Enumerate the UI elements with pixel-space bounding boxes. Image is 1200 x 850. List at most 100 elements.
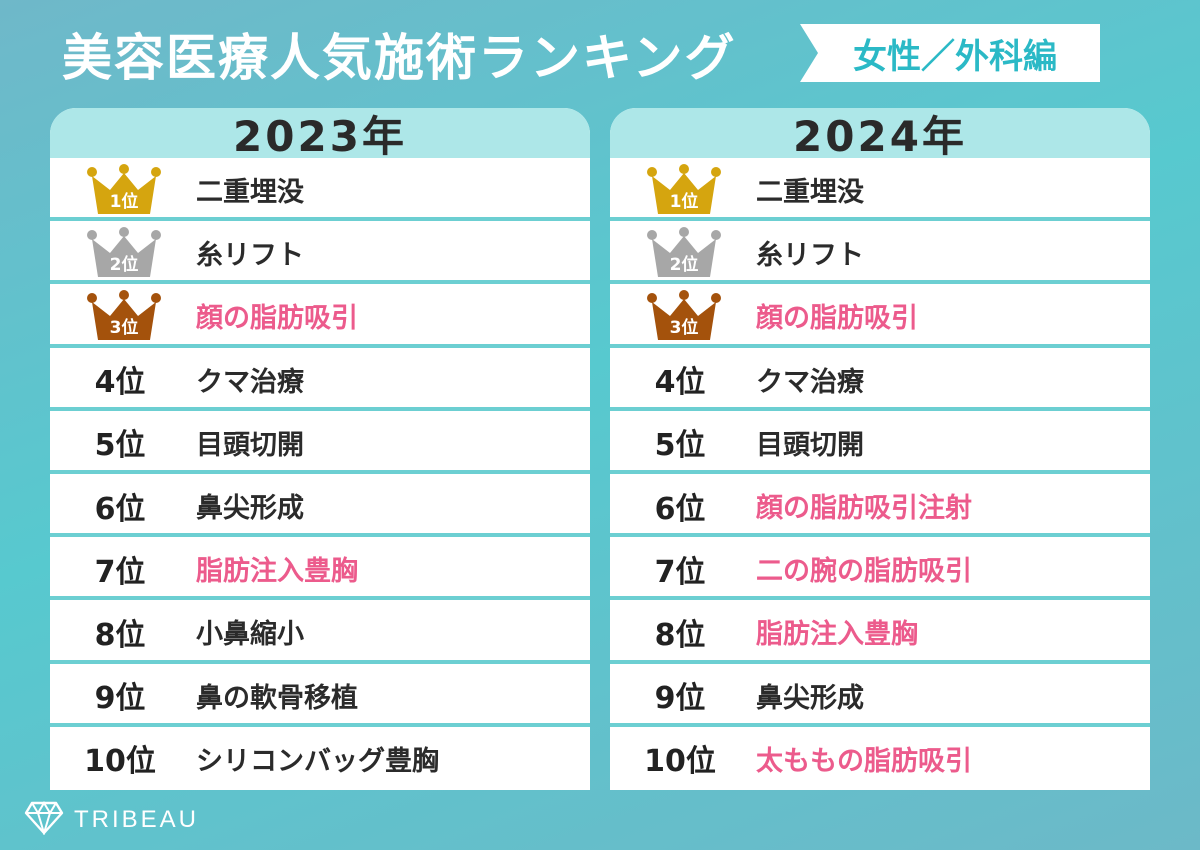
ranking-panel-2023: 2023年 1位 二重埋没 2位 糸リフト 3位 顔の脂肪吸引 4位 クマ治療 5位 目頭切開 6位… — [50, 108, 590, 790]
category-tag: 女性／外科編 — [800, 24, 1100, 82]
treatment-name: 脂肪注入豊胸 — [756, 619, 918, 651]
rank-cell: 4位 — [610, 348, 750, 411]
brand-logo: TRIBEAU — [24, 800, 199, 840]
rank-label: 5位 — [94, 428, 146, 464]
diamond-icon — [24, 801, 64, 839]
bronze-crown-icon: 3位 — [86, 290, 162, 342]
ranking-row: 7位 二の腕の脂肪吸引 — [610, 537, 1150, 601]
rank-cell: 6位 — [610, 474, 750, 537]
rank-cell: 9位 — [610, 664, 750, 727]
panel-header: 2024年 — [610, 108, 1150, 161]
treatment-name: 糸リフト — [756, 240, 864, 272]
rank-cell: 10位 — [610, 727, 750, 790]
rank-label: 4位 — [94, 365, 146, 401]
treatment-name: 二重埋没 — [756, 177, 864, 209]
treatment-name: 脂肪注入豊胸 — [196, 556, 358, 588]
rank-cell: 5位 — [610, 411, 750, 474]
rank-label: 6位 — [94, 491, 146, 527]
rank-cell: 9位 — [50, 664, 190, 727]
brand-name: TRIBEAU — [74, 806, 200, 833]
rank-label: 9位 — [94, 681, 146, 717]
ranking-row: 10位 シリコンバッグ豊胸 — [50, 727, 590, 790]
ranking-row: 10位 太ももの脂肪吸引 — [610, 727, 1150, 790]
ranking-row: 2位 糸リフト — [50, 221, 590, 285]
rank-label: 2位 — [109, 255, 139, 276]
treatment-name: 鼻尖形成 — [756, 682, 864, 714]
gold-crown-icon: 1位 — [86, 164, 162, 216]
treatment-name: 太ももの脂肪吸引 — [756, 745, 972, 777]
treatment-name: 鼻尖形成 — [196, 493, 304, 525]
year-label: 2024年 — [793, 111, 967, 161]
rank-label: 5位 — [654, 428, 706, 464]
ranking-panel-2024: 2024年 1位 二重埋没 2位 糸リフト 3位 顔の脂肪吸引 4位 クマ治療 5位 目頭切開 6位… — [610, 108, 1150, 790]
rank-cell: 10位 — [50, 727, 190, 790]
rank-cell: 7位 — [50, 537, 190, 600]
gold-crown-icon: 1位 — [646, 164, 722, 216]
ranking-row: 3位 顔の脂肪吸引 — [610, 284, 1150, 348]
treatment-name: クマ治療 — [756, 366, 864, 398]
ranking-row: 6位 鼻尖形成 — [50, 474, 590, 538]
ranking-row: 4位 クマ治療 — [50, 348, 590, 411]
rank-label: 3位 — [669, 318, 699, 339]
rank-cell: 1位 — [610, 158, 750, 221]
year-label: 2023年 — [233, 111, 407, 161]
rank-label: 8位 — [654, 617, 706, 653]
treatment-name: 目頭切開 — [756, 429, 864, 461]
rank-label: 10位 — [84, 744, 156, 780]
treatment-name: 顔の脂肪吸引 — [756, 303, 918, 335]
page-title: 美容医療人気施術ランキング — [62, 29, 737, 87]
rank-label: 8位 — [94, 617, 146, 653]
rank-cell: 7位 — [610, 537, 750, 600]
rank-label: 6位 — [654, 491, 706, 527]
treatment-name: 糸リフト — [196, 240, 304, 272]
panel-header: 2023年 — [50, 108, 590, 161]
ranking-row: 2位 糸リフト — [610, 221, 1150, 285]
rank-cell: 1位 — [50, 158, 190, 221]
rank-cell: 3位 — [610, 284, 750, 347]
ranking-row: 5位 目頭切開 — [50, 411, 590, 475]
ranking-row: 8位 脂肪注入豊胸 — [610, 600, 1150, 664]
treatment-name: 目頭切開 — [196, 429, 304, 461]
ranking-row: 7位 脂肪注入豊胸 — [50, 537, 590, 601]
rank-cell: 2位 — [50, 221, 190, 284]
rank-label: 10位 — [644, 744, 716, 780]
treatment-name: 顔の脂肪吸引 — [196, 303, 358, 335]
treatment-name: 鼻の軟骨移植 — [196, 682, 358, 714]
bronze-crown-icon: 3位 — [646, 290, 722, 342]
rank-cell: 4位 — [50, 348, 190, 411]
treatment-name: 小鼻縮小 — [196, 619, 304, 651]
rank-label: 9位 — [654, 681, 706, 717]
rank-label: 7位 — [654, 554, 706, 590]
rank-label: 1位 — [109, 192, 139, 212]
rank-label: 4位 — [654, 365, 706, 401]
ranking-row: 6位 顔の脂肪吸引注射 — [610, 474, 1150, 538]
rank-cell: 8位 — [50, 600, 190, 663]
rank-cell: 3位 — [50, 284, 190, 347]
rank-cell: 6位 — [50, 474, 190, 537]
treatment-name: 二の腕の脂肪吸引 — [756, 556, 972, 588]
treatment-name: シリコンバッグ豊胸 — [196, 745, 439, 777]
treatment-name: クマ治療 — [196, 366, 304, 398]
ranking-list: 1位 二重埋没 2位 糸リフト 3位 顔の脂肪吸引 4位 クマ治療 5位 目頭切開 6位 鼻尖形成 7位… — [50, 158, 590, 790]
silver-crown-icon: 2位 — [646, 227, 722, 279]
ranking-row: 9位 鼻の軟骨移植 — [50, 664, 590, 727]
treatment-name: 顔の脂肪吸引注射 — [756, 493, 972, 525]
category-label: 女性／外科編 — [853, 36, 1057, 77]
rank-cell: 5位 — [50, 411, 190, 474]
ranking-row: 9位 鼻尖形成 — [610, 664, 1150, 727]
silver-crown-icon: 2位 — [86, 227, 162, 279]
rank-label: 7位 — [94, 554, 146, 590]
ranking-row: 8位 小鼻縮小 — [50, 600, 590, 664]
ranking-list: 1位 二重埋没 2位 糸リフト 3位 顔の脂肪吸引 4位 クマ治療 5位 目頭切開 6位 顔の脂肪吸引… — [610, 158, 1150, 790]
treatment-name: 二重埋没 — [196, 177, 304, 209]
rank-cell: 8位 — [610, 600, 750, 663]
ranking-row: 1位 二重埋没 — [50, 158, 590, 222]
rank-label: 2位 — [669, 255, 699, 276]
ranking-row: 5位 目頭切開 — [610, 411, 1150, 475]
ranking-row: 3位 顔の脂肪吸引 — [50, 284, 590, 348]
rank-label: 3位 — [109, 318, 139, 339]
rank-cell: 2位 — [610, 221, 750, 284]
ranking-row: 4位 クマ治療 — [610, 348, 1150, 411]
ranking-row: 1位 二重埋没 — [610, 158, 1150, 222]
rank-label: 1位 — [669, 192, 699, 212]
